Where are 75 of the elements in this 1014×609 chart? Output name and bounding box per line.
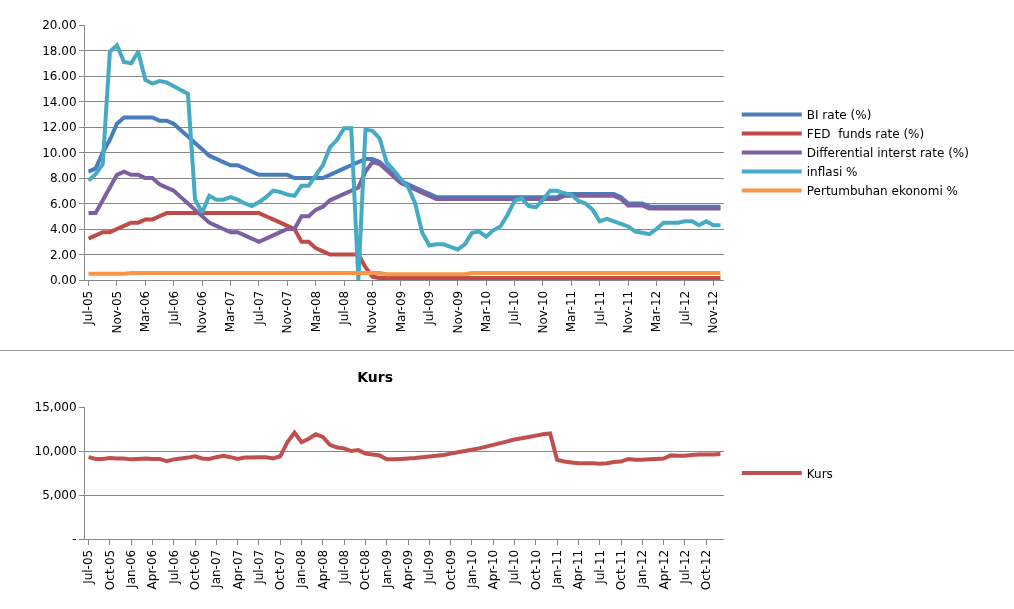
y-tick-label: 10,000 <box>34 444 77 459</box>
x-tick-label: Jul-06 <box>166 290 181 326</box>
x-tick-label: Nov-08 <box>365 290 380 334</box>
x-tick-label: Mar-09 <box>393 290 408 333</box>
x-tick-label: Jan-09 <box>379 549 394 589</box>
x-tick-label: Jul-07 <box>251 549 266 585</box>
x-tick-label: Oct-06 <box>187 549 202 591</box>
x-tick-label: Mar-12 <box>649 290 664 333</box>
legend-label: inflasi % <box>806 165 858 180</box>
x-tick-label: Oct-10 <box>528 549 543 591</box>
x-tick-label: Jul-12 <box>677 549 692 585</box>
x-tick-label: Oct-08 <box>358 549 373 591</box>
x-tick-label: Jan-07 <box>209 549 224 589</box>
x-tick-label: Jan-10 <box>464 549 479 589</box>
x-tick-label: Nov-09 <box>450 290 465 334</box>
x-tick-label: Jan-11 <box>550 549 565 589</box>
x-tick-label: Nov-10 <box>535 290 550 334</box>
chart-title: Kurs <box>357 368 394 385</box>
y-tick-label: 2.00 <box>49 247 77 262</box>
y-tick-label: - <box>72 532 77 547</box>
y-tick-label: 8.00 <box>49 171 77 186</box>
x-tick-label: Jul-12 <box>677 290 692 326</box>
x-tick-label: Jan-06 <box>124 549 139 589</box>
x-tick-label: Jan-08 <box>294 549 309 589</box>
x-tick-label: Oct-07 <box>273 549 288 591</box>
x-tick-label: Mar-08 <box>308 290 323 333</box>
x-tick-label: Apr-07 <box>230 549 245 590</box>
y-tick-label: 16.00 <box>42 69 77 84</box>
x-tick-label: Apr-12 <box>656 549 671 590</box>
y-tick-label: 5,000 <box>42 488 77 503</box>
x-tick-label: Apr-09 <box>400 549 415 590</box>
legend-label: FED funds rate (%) <box>806 127 925 142</box>
legend-label: Kurs <box>806 466 833 481</box>
x-tick-label: Jul-11 <box>592 290 607 326</box>
x-tick-label: Oct-05 <box>102 549 117 591</box>
x-tick-label: Jul-09 <box>422 290 437 326</box>
x-tick-label: Apr-10 <box>486 549 501 590</box>
y-tick-label: 15,000 <box>34 400 77 415</box>
x-tick-label: Mar-11 <box>564 290 579 333</box>
x-tick-label: Jul-09 <box>422 549 437 585</box>
x-tick-label: Jul-11 <box>592 549 607 585</box>
y-tick-label: 12.00 <box>42 120 77 135</box>
x-tick-label: Jul-05 <box>81 290 96 326</box>
x-tick-label: Jul-05 <box>81 549 96 585</box>
x-tick-label: Apr-06 <box>145 549 160 590</box>
x-tick-label: Nov-07 <box>280 290 295 334</box>
x-tick-label: Nov-11 <box>621 290 636 334</box>
x-tick-label: Oct-11 <box>613 549 628 591</box>
x-tick-label: Oct-12 <box>699 549 714 591</box>
x-tick-label: Jul-07 <box>251 290 266 326</box>
x-tick-label: Apr-08 <box>315 549 330 590</box>
y-tick-label: 10.00 <box>42 145 77 160</box>
x-tick-label: Jul-10 <box>507 549 522 585</box>
x-tick-label: Jul-06 <box>166 549 181 585</box>
y-tick-label: 20.00 <box>42 18 77 33</box>
y-tick-label: 4.00 <box>49 222 77 237</box>
x-tick-label: Jul-10 <box>507 290 522 326</box>
x-tick-label: Mar-07 <box>223 290 238 333</box>
y-tick-label: 6.00 <box>49 196 77 211</box>
x-tick-label: Apr-11 <box>571 549 586 590</box>
x-tick-label: Nov-05 <box>109 290 124 334</box>
y-tick-label: 14.00 <box>42 94 77 109</box>
legend-label: Differential interst rate (%) <box>806 146 969 161</box>
legend-label: Pertumbuhan ekonomi % <box>806 184 958 199</box>
y-tick-label: 18.00 <box>42 43 77 58</box>
x-tick-label: Jan-12 <box>635 549 650 589</box>
x-tick-label: Nov-06 <box>195 290 210 334</box>
x-tick-label: Oct-09 <box>443 549 458 591</box>
x-tick-label: Nov-12 <box>706 290 721 334</box>
y-tick-label: 0.00 <box>49 273 77 288</box>
legend-label: BI rate (%) <box>806 108 872 123</box>
x-tick-label: Jul-08 <box>337 290 352 326</box>
x-tick-label: Mar-10 <box>479 290 494 333</box>
x-tick-label: Mar-06 <box>138 290 153 333</box>
x-tick-label: Jul-08 <box>337 549 352 585</box>
